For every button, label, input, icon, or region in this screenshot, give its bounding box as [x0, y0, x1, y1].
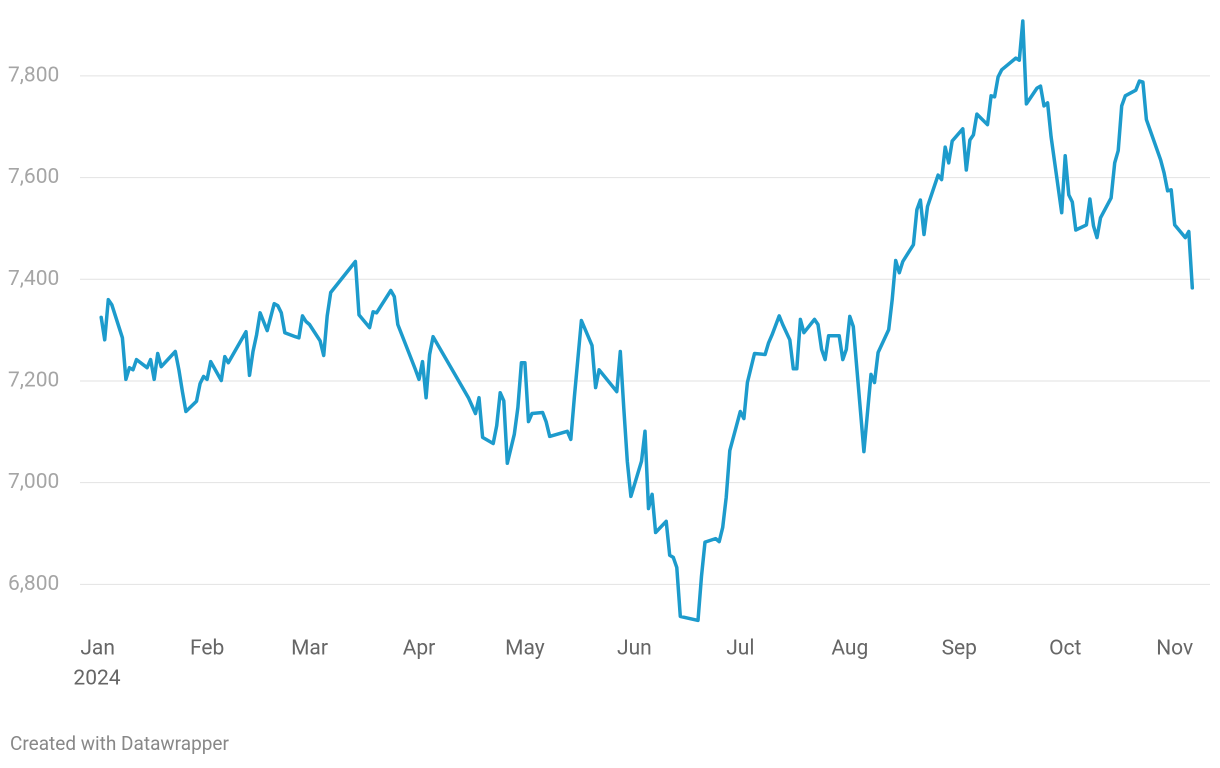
x-tick-label: Feb	[190, 637, 224, 661]
x-tick-label: Oct	[1049, 637, 1081, 661]
x-tick-label: Jun	[617, 637, 652, 661]
x-tick-label: Aug	[831, 637, 868, 661]
y-tick-label: 7,600	[8, 165, 59, 189]
year-label: 2024	[73, 667, 120, 691]
x-tick-label: Sep	[942, 637, 977, 661]
y-tick-label: 7,400	[8, 267, 59, 291]
x-tick-label: Nov	[1156, 637, 1193, 661]
x-tick-label: Jul	[726, 637, 754, 661]
y-tick-label: 6,800	[8, 572, 59, 596]
footer: Created with Datawrapper	[10, 732, 229, 755]
x-tick-label: Apr	[403, 637, 436, 661]
x-tick-label: Jan	[80, 637, 115, 661]
x-tick-label: Mar	[291, 637, 328, 661]
y-tick-label: 7,000	[8, 470, 59, 494]
y-tick-label: 7,800	[8, 63, 59, 87]
line	[99, 19, 1195, 623]
x-tick-label: May	[505, 637, 545, 661]
y-tick-label: 7,200	[8, 369, 59, 393]
